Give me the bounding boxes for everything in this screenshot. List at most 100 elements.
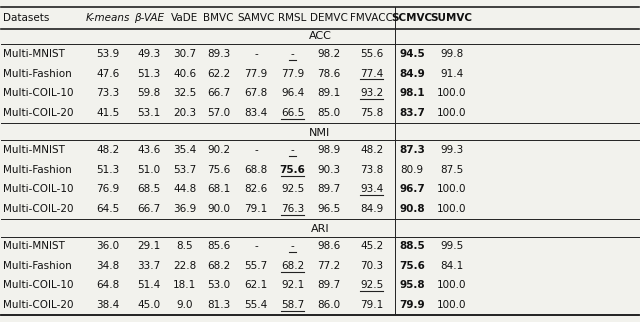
- Text: 88.5: 88.5: [399, 241, 425, 251]
- Text: 53.7: 53.7: [173, 165, 196, 175]
- Text: Multi-MNIST: Multi-MNIST: [3, 145, 65, 155]
- Text: -: -: [291, 145, 294, 155]
- Text: 84.9: 84.9: [360, 204, 383, 214]
- Text: β-VAE: β-VAE: [134, 13, 164, 23]
- Text: 98.9: 98.9: [317, 145, 340, 155]
- Text: 67.8: 67.8: [244, 88, 268, 98]
- Text: 84.1: 84.1: [440, 261, 463, 271]
- Text: 57.0: 57.0: [207, 108, 230, 118]
- Text: 32.5: 32.5: [173, 88, 196, 98]
- Text: 100.0: 100.0: [437, 300, 467, 310]
- Text: ACC: ACC: [308, 31, 332, 41]
- Text: 75.6: 75.6: [399, 261, 425, 271]
- Text: 66.7: 66.7: [207, 88, 230, 98]
- Text: Datasets: Datasets: [3, 13, 50, 23]
- Text: -: -: [291, 241, 294, 251]
- Text: 98.6: 98.6: [317, 241, 340, 251]
- Text: 45.2: 45.2: [360, 241, 383, 251]
- Text: 84.9: 84.9: [399, 69, 425, 79]
- Text: 66.5: 66.5: [281, 108, 304, 118]
- Text: 99.3: 99.3: [440, 145, 463, 155]
- Text: 9.0: 9.0: [177, 300, 193, 310]
- Text: 77.9: 77.9: [244, 69, 268, 79]
- Text: 49.3: 49.3: [137, 49, 161, 59]
- Text: 79.1: 79.1: [360, 300, 383, 310]
- Text: -: -: [291, 49, 294, 59]
- Text: 92.1: 92.1: [281, 280, 304, 290]
- Text: VaDE: VaDE: [171, 13, 198, 23]
- Text: 100.0: 100.0: [437, 185, 467, 194]
- Text: 38.4: 38.4: [97, 300, 120, 310]
- Text: 36.0: 36.0: [97, 241, 120, 251]
- Text: Multi-COIL-20: Multi-COIL-20: [3, 300, 74, 310]
- Text: 80.9: 80.9: [401, 165, 424, 175]
- Text: 66.7: 66.7: [137, 204, 161, 214]
- Text: 92.5: 92.5: [281, 185, 304, 194]
- Text: 87.5: 87.5: [440, 165, 463, 175]
- Text: Multi-COIL-20: Multi-COIL-20: [3, 204, 74, 214]
- Text: Multi-COIL-20: Multi-COIL-20: [3, 108, 74, 118]
- Text: 45.0: 45.0: [138, 300, 161, 310]
- Text: Multi-COIL-10: Multi-COIL-10: [3, 185, 74, 194]
- Text: -: -: [254, 145, 258, 155]
- Text: 96.7: 96.7: [399, 185, 425, 194]
- Text: 86.0: 86.0: [317, 300, 340, 310]
- Text: 85.0: 85.0: [317, 108, 340, 118]
- Text: 68.2: 68.2: [207, 261, 230, 271]
- Text: 89.7: 89.7: [317, 185, 340, 194]
- Text: BMVC: BMVC: [204, 13, 234, 23]
- Text: -: -: [254, 49, 258, 59]
- Text: Multi-Fashion: Multi-Fashion: [3, 165, 72, 175]
- Text: 100.0: 100.0: [437, 204, 467, 214]
- Text: 79.9: 79.9: [399, 300, 425, 310]
- Text: 30.7: 30.7: [173, 49, 196, 59]
- Text: NMI: NMI: [309, 128, 331, 137]
- Text: 73.8: 73.8: [360, 165, 383, 175]
- Text: 91.4: 91.4: [440, 69, 463, 79]
- Text: 76.9: 76.9: [97, 185, 120, 194]
- Text: 51.0: 51.0: [138, 165, 161, 175]
- Text: 41.5: 41.5: [97, 108, 120, 118]
- Text: 96.5: 96.5: [317, 204, 340, 214]
- Text: 76.3: 76.3: [281, 204, 304, 214]
- Text: 44.8: 44.8: [173, 185, 196, 194]
- Text: 68.1: 68.1: [207, 185, 230, 194]
- Text: 93.2: 93.2: [360, 88, 383, 98]
- Text: 98.1: 98.1: [399, 88, 425, 98]
- Text: 68.5: 68.5: [137, 185, 161, 194]
- Text: 55.7: 55.7: [244, 261, 268, 271]
- Text: 75.6: 75.6: [207, 165, 230, 175]
- Text: 62.1: 62.1: [244, 280, 268, 290]
- Text: 83.4: 83.4: [244, 108, 268, 118]
- Text: 58.7: 58.7: [281, 300, 304, 310]
- Text: 34.8: 34.8: [97, 261, 120, 271]
- Text: 29.1: 29.1: [137, 241, 161, 251]
- Text: 100.0: 100.0: [437, 108, 467, 118]
- Text: Multi-COIL-10: Multi-COIL-10: [3, 88, 74, 98]
- Text: 85.6: 85.6: [207, 241, 230, 251]
- Text: SCMVC: SCMVC: [392, 13, 433, 23]
- Text: 99.8: 99.8: [440, 49, 463, 59]
- Text: 53.1: 53.1: [137, 108, 161, 118]
- Text: 51.4: 51.4: [137, 280, 161, 290]
- Text: 75.6: 75.6: [280, 165, 305, 175]
- Text: 33.7: 33.7: [137, 261, 161, 271]
- Text: 73.3: 73.3: [97, 88, 120, 98]
- Text: 55.4: 55.4: [244, 300, 268, 310]
- Text: 89.1: 89.1: [317, 88, 340, 98]
- Text: -: -: [254, 241, 258, 251]
- Text: 75.8: 75.8: [360, 108, 383, 118]
- Text: 78.6: 78.6: [317, 69, 340, 79]
- Text: 81.3: 81.3: [207, 300, 230, 310]
- Text: 90.8: 90.8: [399, 204, 425, 214]
- Text: Multi-COIL-10: Multi-COIL-10: [3, 280, 74, 290]
- Text: 77.9: 77.9: [281, 69, 304, 79]
- Text: 55.6: 55.6: [360, 49, 383, 59]
- Text: 79.1: 79.1: [244, 204, 268, 214]
- Text: 96.4: 96.4: [281, 88, 304, 98]
- Text: 100.0: 100.0: [437, 88, 467, 98]
- Text: Multi-Fashion: Multi-Fashion: [3, 69, 72, 79]
- Text: 51.3: 51.3: [137, 69, 161, 79]
- Text: 83.7: 83.7: [399, 108, 425, 118]
- Text: 95.8: 95.8: [399, 280, 425, 290]
